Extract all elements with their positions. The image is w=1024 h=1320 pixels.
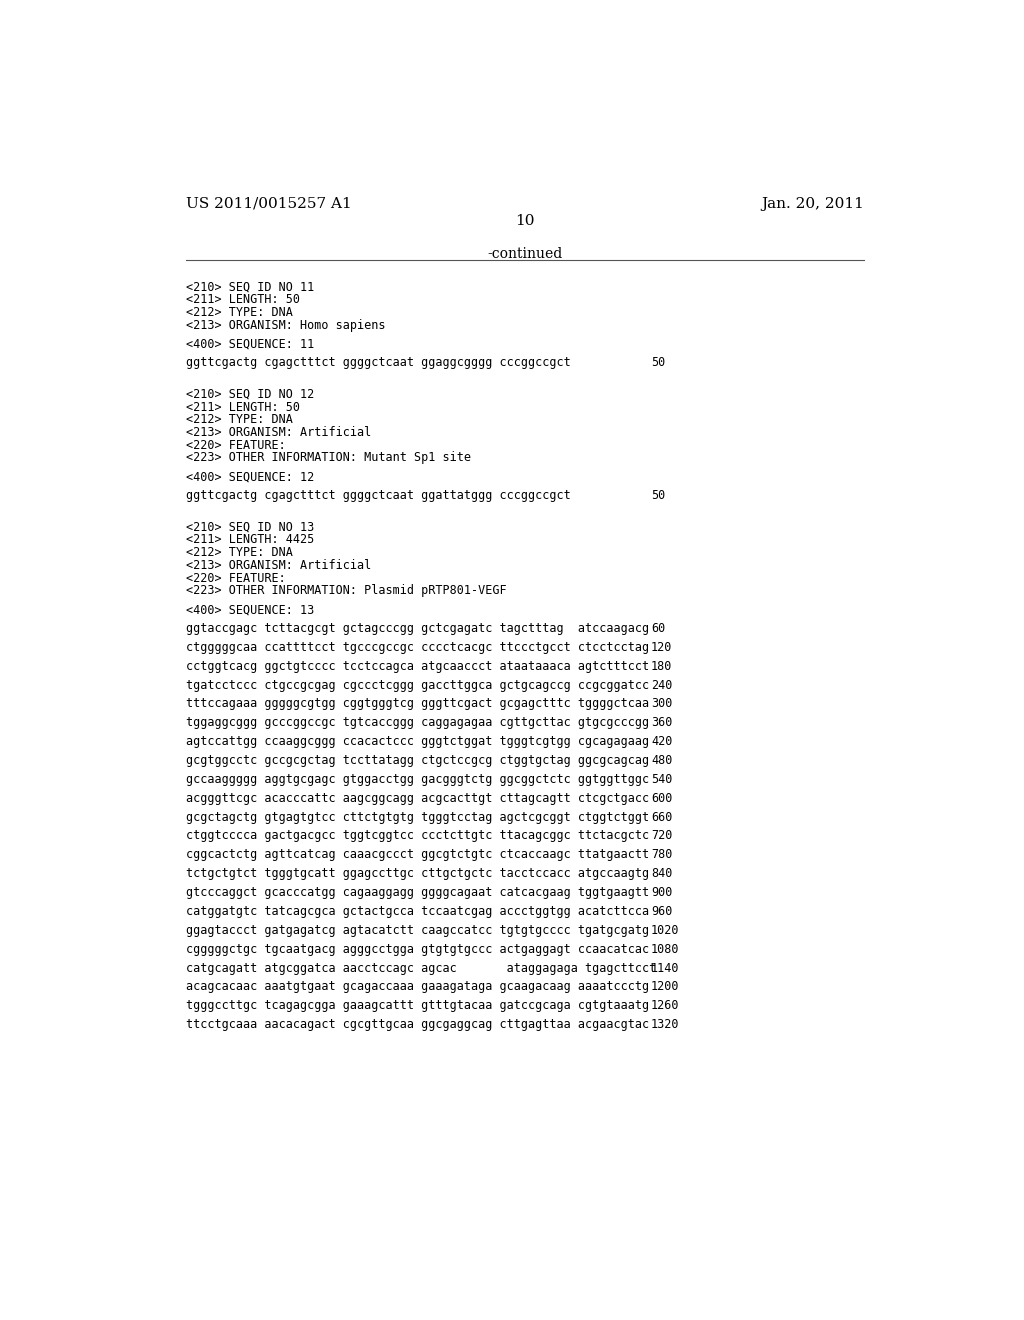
Text: <210> SEQ ID NO 12: <210> SEQ ID NO 12: [186, 388, 314, 401]
Text: <213> ORGANISM: Artificial: <213> ORGANISM: Artificial: [186, 558, 372, 572]
Text: <220> FEATURE:: <220> FEATURE:: [186, 572, 286, 585]
Text: tgggccttgc tcagagcgga gaaagcattt gtttgtacaa gatccgcaga cgtgtaaatg: tgggccttgc tcagagcgga gaaagcattt gtttgta…: [186, 999, 649, 1012]
Text: 1020: 1020: [651, 924, 680, 937]
Text: <220> FEATURE:: <220> FEATURE:: [186, 438, 286, 451]
Text: <212> TYPE: DNA: <212> TYPE: DNA: [186, 546, 293, 560]
Text: 840: 840: [651, 867, 673, 880]
Text: 360: 360: [651, 717, 673, 729]
Text: cgggggctgc tgcaatgacg agggcctgga gtgtgtgccc actgaggagt ccaacatcac: cgggggctgc tgcaatgacg agggcctgga gtgtgtg…: [186, 942, 649, 956]
Text: gcgtggcctc gccgcgctag tccttatagg ctgctccgcg ctggtgctag ggcgcagcag: gcgtggcctc gccgcgctag tccttatagg ctgctcc…: [186, 754, 649, 767]
Text: acgggttcgc acacccattc aagcggcagg acgcacttgt cttagcagtt ctcgctgacc: acgggttcgc acacccattc aagcggcagg acgcact…: [186, 792, 649, 805]
Text: 1080: 1080: [651, 942, 680, 956]
Text: <400> SEQUENCE: 11: <400> SEQUENCE: 11: [186, 338, 314, 350]
Text: ttcctgcaaa aacacagact cgcgttgcaa ggcgaggcag cttgagttaa acgaacgtac: ttcctgcaaa aacacagact cgcgttgcaa ggcgagg…: [186, 1018, 649, 1031]
Text: 180: 180: [651, 660, 673, 673]
Text: <211> LENGTH: 4425: <211> LENGTH: 4425: [186, 533, 314, 546]
Text: 120: 120: [651, 640, 673, 653]
Text: 50: 50: [651, 490, 666, 502]
Text: 240: 240: [651, 678, 673, 692]
Text: 1260: 1260: [651, 999, 680, 1012]
Text: <223> OTHER INFORMATION: Mutant Sp1 site: <223> OTHER INFORMATION: Mutant Sp1 site: [186, 451, 471, 465]
Text: 480: 480: [651, 754, 673, 767]
Text: 600: 600: [651, 792, 673, 805]
Text: cctggtcacg ggctgtcccc tcctccagca atgcaaccct ataataaaca agtctttcct: cctggtcacg ggctgtcccc tcctccagca atgcaac…: [186, 660, 649, 673]
Text: 50: 50: [651, 356, 666, 370]
Text: agtccattgg ccaaggcggg ccacactccc gggtctggat tgggtcgtgg cgcagagaag: agtccattgg ccaaggcggg ccacactccc gggtctg…: [186, 735, 649, 748]
Text: <212> TYPE: DNA: <212> TYPE: DNA: [186, 306, 293, 319]
Text: 300: 300: [651, 697, 673, 710]
Text: 900: 900: [651, 886, 673, 899]
Text: Jan. 20, 2011: Jan. 20, 2011: [762, 197, 864, 211]
Text: <211> LENGTH: 50: <211> LENGTH: 50: [186, 293, 300, 306]
Text: ctgggggcaa ccattttcct tgcccgccgc cccctcacgc ttccctgcct ctcctcctag: ctgggggcaa ccattttcct tgcccgccgc cccctca…: [186, 640, 649, 653]
Text: tgatcctccc ctgccgcgag cgccctcggg gaccttggca gctgcagccg ccgcggatcc: tgatcctccc ctgccgcgag cgccctcggg gaccttg…: [186, 678, 649, 692]
Text: 1140: 1140: [651, 961, 680, 974]
Text: <213> ORGANISM: Homo sapiens: <213> ORGANISM: Homo sapiens: [186, 318, 386, 331]
Text: ggtaccgagc tcttacgcgt gctagcccgg gctcgagatc tagctttag  atccaagacg: ggtaccgagc tcttacgcgt gctagcccgg gctcgag…: [186, 622, 649, 635]
Text: ggttcgactg cgagctttct ggggctcaat ggattatggg cccggccgct: ggttcgactg cgagctttct ggggctcaat ggattat…: [186, 490, 570, 502]
Text: 780: 780: [651, 849, 673, 862]
Text: 960: 960: [651, 906, 673, 917]
Text: catggatgtc tatcagcgca gctactgcca tccaatcgag accctggtgg acatcttcca: catggatgtc tatcagcgca gctactgcca tccaatc…: [186, 906, 649, 917]
Text: gtcccaggct gcacccatgg cagaaggagg ggggcagaat catcacgaag tggtgaagtt: gtcccaggct gcacccatgg cagaaggagg ggggcag…: [186, 886, 649, 899]
Text: 660: 660: [651, 810, 673, 824]
Text: tctgctgtct tgggtgcatt ggagccttgc cttgctgctc tacctccacc atgccaagtg: tctgctgtct tgggtgcatt ggagccttgc cttgctg…: [186, 867, 649, 880]
Text: 10: 10: [515, 214, 535, 228]
Text: <211> LENGTH: 50: <211> LENGTH: 50: [186, 400, 300, 413]
Text: cggcactctg agttcatcag caaacgccct ggcgtctgtc ctcaccaagc ttatgaactt: cggcactctg agttcatcag caaacgccct ggcgtct…: [186, 849, 649, 862]
Text: tttccagaaa gggggcgtgg cggtgggtcg gggttcgact gcgagctttc tggggctcaa: tttccagaaa gggggcgtgg cggtgggtcg gggttcg…: [186, 697, 649, 710]
Text: <223> OTHER INFORMATION: Plasmid pRTP801-VEGF: <223> OTHER INFORMATION: Plasmid pRTP801…: [186, 585, 507, 597]
Text: <400> SEQUENCE: 13: <400> SEQUENCE: 13: [186, 603, 314, 616]
Text: US 2011/0015257 A1: US 2011/0015257 A1: [186, 197, 352, 211]
Text: 1320: 1320: [651, 1018, 680, 1031]
Text: ggagtaccct gatgagatcg agtacatctt caagccatcc tgtgtgcccc tgatgcgatg: ggagtaccct gatgagatcg agtacatctt caagcca…: [186, 924, 649, 937]
Text: 1200: 1200: [651, 981, 680, 994]
Text: ctggtcccca gactgacgcc tggtcggtcc ccctcttgtc ttacagcggc ttctacgctc: ctggtcccca gactgacgcc tggtcggtcc ccctctt…: [186, 829, 649, 842]
Text: ggttcgactg cgagctttct ggggctcaat ggaggcgggg cccggccgct: ggttcgactg cgagctttct ggggctcaat ggaggcg…: [186, 356, 570, 370]
Text: -continued: -continued: [487, 247, 562, 261]
Text: <213> ORGANISM: Artificial: <213> ORGANISM: Artificial: [186, 426, 372, 440]
Text: gcgctagctg gtgagtgtcc cttctgtgtg tgggtcctag agctcgcggt ctggtctggt: gcgctagctg gtgagtgtcc cttctgtgtg tgggtcc…: [186, 810, 649, 824]
Text: <210> SEQ ID NO 13: <210> SEQ ID NO 13: [186, 520, 314, 533]
Text: gccaaggggg aggtgcgagc gtggacctgg gacgggtctg ggcggctctc ggtggttggc: gccaaggggg aggtgcgagc gtggacctgg gacgggt…: [186, 774, 649, 785]
Text: catgcagatt atgcggatca aacctccagc agcac       ataggagaga tgagcttcct: catgcagatt atgcggatca aacctccagc agcac a…: [186, 961, 656, 974]
Text: <400> SEQUENCE: 12: <400> SEQUENCE: 12: [186, 470, 314, 483]
Text: <210> SEQ ID NO 11: <210> SEQ ID NO 11: [186, 280, 314, 293]
Text: 720: 720: [651, 829, 673, 842]
Text: 540: 540: [651, 774, 673, 785]
Text: <212> TYPE: DNA: <212> TYPE: DNA: [186, 413, 293, 426]
Text: 420: 420: [651, 735, 673, 748]
Text: tggaggcggg gcccggccgc tgtcaccggg caggagagaa cgttgcttac gtgcgcccgg: tggaggcggg gcccggccgc tgtcaccggg caggaga…: [186, 717, 649, 729]
Text: acagcacaac aaatgtgaat gcagaccaaa gaaagataga gcaagacaag aaaatccctg: acagcacaac aaatgtgaat gcagaccaaa gaaagat…: [186, 981, 649, 994]
Text: 60: 60: [651, 622, 666, 635]
